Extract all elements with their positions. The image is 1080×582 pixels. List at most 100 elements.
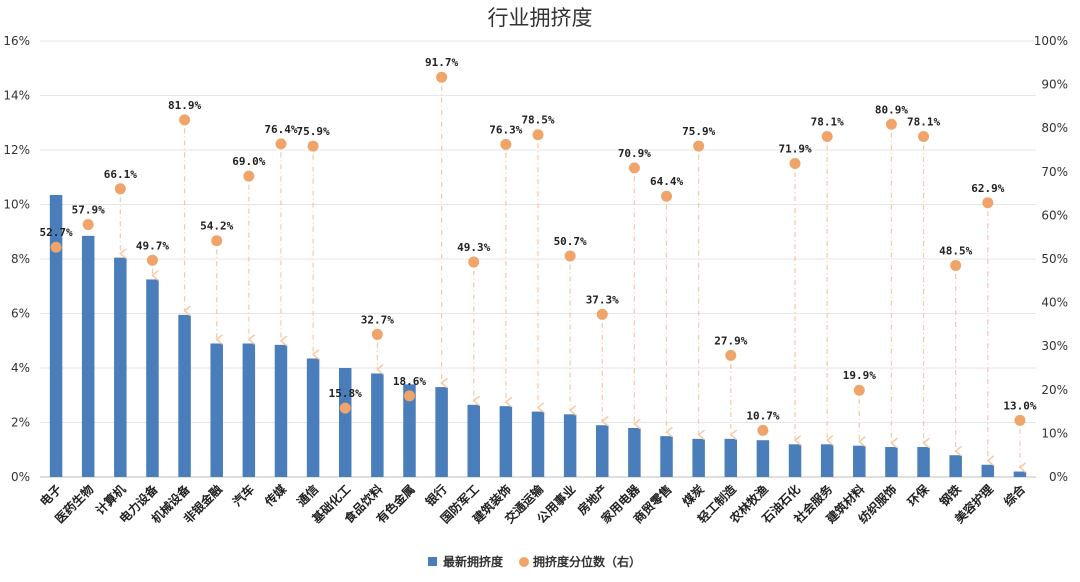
dot-28 [918, 130, 930, 142]
dot-label-19: 70.9% [618, 147, 651, 160]
left-tick-label: 8% [11, 252, 30, 266]
dot-13 [436, 71, 448, 83]
dot-label-23: 10.7% [746, 409, 779, 422]
bar-29 [949, 455, 962, 477]
right-tick-label: 20% [1041, 383, 1068, 397]
dot-23 [757, 424, 769, 436]
chart-title: 行业拥挤度 [488, 6, 593, 30]
dot-11 [371, 328, 383, 340]
bar-6 [210, 343, 223, 477]
category-label-29: 钢铁 [936, 482, 964, 510]
dot-label-10: 15.8% [329, 387, 362, 400]
dot-labels: 52.7% 57.9% 66.1% 49.7% 81.9% 54.2% 69.0% 76.4%… [40, 56, 1037, 422]
left-tick-label: 16% [3, 34, 30, 48]
dot-label-11: 32.7% [361, 313, 394, 326]
bar-2 [81, 235, 95, 477]
dot-label-4: 49.7% [136, 239, 169, 252]
bar-3 [114, 257, 127, 477]
right-axis: 0% 10% 20% 30% 40% 50% 60% 70% 80% 90% 100% [1034, 34, 1068, 484]
dot-5 [179, 114, 191, 126]
bar-series [49, 194, 1027, 477]
bar-11 [371, 373, 384, 477]
dot-22 [725, 349, 737, 361]
dot-label-22: 27.9% [714, 334, 747, 347]
dot-label-27: 80.9% [875, 103, 908, 116]
bar-23 [756, 440, 770, 477]
dot-9 [307, 140, 319, 152]
category-axis: 电子医药生物计算机电力设备机械设备非银金融 汽车 传媒 通信基础化工食品饮料有色金属银… [37, 481, 1029, 527]
dot-label-30: 62.9% [971, 182, 1004, 195]
legend-dot-label: 拥挤度分位数（右） [533, 554, 641, 569]
right-tick-label: 100% [1034, 34, 1068, 48]
bar-13 [435, 387, 448, 477]
bar-8 [274, 344, 288, 477]
category-label-28: 环保 [904, 481, 932, 509]
dot-4 [146, 254, 158, 266]
dot-label-14: 49.3% [457, 241, 490, 254]
bar-4 [146, 279, 159, 477]
right-tick-label: 40% [1041, 296, 1068, 310]
dot-20 [661, 190, 673, 202]
dot-24 [789, 158, 801, 170]
dot-label-20: 64.4% [650, 175, 683, 188]
legend-dot-swatch [519, 557, 529, 567]
dot-label-17: 50.7% [554, 235, 587, 248]
bar-30 [981, 464, 995, 477]
dot-label-13: 91.7% [425, 56, 458, 69]
right-tick-label: 30% [1041, 339, 1068, 353]
right-tick-label: 90% [1041, 78, 1068, 92]
dot-label-8: 76.4% [264, 123, 297, 136]
bar-31 [1013, 471, 1027, 477]
bar-10 [338, 368, 352, 477]
dot-18 [596, 308, 608, 320]
dot-label-25: 78.1% [811, 115, 844, 128]
dot-label-31: 13.0% [1003, 399, 1036, 412]
dot-label-16: 78.5% [521, 114, 554, 127]
bar-12 [403, 384, 416, 477]
bar-5 [178, 314, 191, 477]
dot-label-24: 71.9% [778, 143, 811, 156]
category-label-21: 煤炭 [679, 482, 707, 510]
dot-25 [821, 130, 833, 142]
category-label-1: 电子 [37, 482, 65, 510]
dot-label-21: 75.9% [682, 125, 715, 138]
right-tick-label: 10% [1041, 426, 1068, 440]
left-axis: 0% 2% 4% 6% 8% 10% 12% 14% 16% [3, 34, 30, 484]
bar-18 [596, 425, 609, 477]
dot-27 [885, 118, 897, 130]
bar-9 [306, 358, 320, 477]
bar-21 [692, 438, 705, 477]
dot-10 [339, 402, 351, 414]
dot-6 [211, 235, 223, 247]
dot-29 [950, 260, 962, 272]
bar-17 [563, 414, 577, 477]
dot-label-18: 37.3% [586, 293, 619, 306]
legend-bar-swatch [428, 557, 437, 566]
bar-1 [49, 194, 63, 477]
dot-17 [564, 250, 576, 262]
arrow-connectors [120, 85, 1020, 468]
right-tick-label: 50% [1041, 252, 1068, 266]
right-tick-label: 70% [1041, 165, 1068, 179]
left-tick-label: 12% [3, 143, 30, 157]
bar-7 [242, 343, 256, 477]
dot-7 [243, 170, 255, 182]
dot-label-2: 57.9% [72, 204, 105, 217]
dot-2 [82, 219, 94, 231]
bar-22 [724, 438, 738, 477]
right-tick-label: 80% [1041, 121, 1068, 135]
dot-31 [1014, 414, 1026, 426]
dot-label-26: 19.9% [843, 369, 876, 382]
bar-19 [628, 427, 641, 477]
dot-30 [982, 197, 994, 209]
dot-8 [275, 138, 287, 150]
dot-label-12: 18.6% [393, 375, 426, 388]
bar-24 [788, 444, 802, 477]
dot-19 [628, 162, 640, 174]
dot-label-28: 78.1% [907, 115, 940, 128]
dot-12 [403, 390, 415, 402]
dot-label-9: 75.9% [297, 125, 330, 138]
dot-label-5: 81.9% [168, 99, 201, 112]
